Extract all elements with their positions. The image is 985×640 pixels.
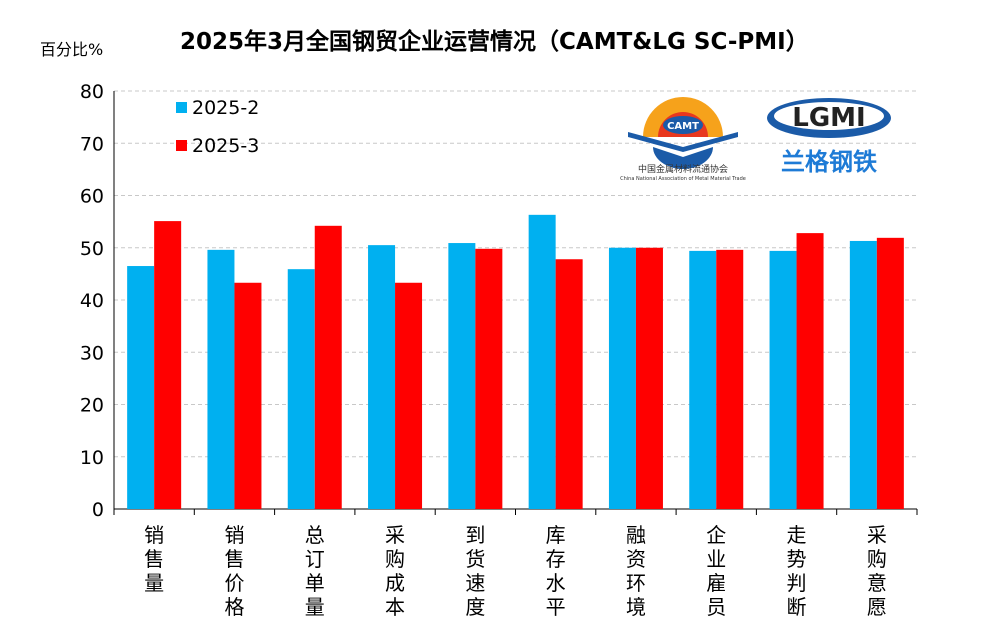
x-tick-label: 货 <box>465 547 485 571</box>
bar-2025-2 <box>608 247 636 509</box>
x-tick-label: 水 <box>546 571 566 595</box>
svg-text:CAMT: CAMT <box>667 121 699 132</box>
bar-2025-3 <box>635 247 663 509</box>
bar-2025-2 <box>368 245 396 509</box>
bar-2025-2 <box>849 240 877 509</box>
x-tick-label: 到 <box>465 523 485 547</box>
x-tick-label: 意 <box>867 571 887 595</box>
x-tick-label: 价 <box>224 571 244 595</box>
x-tick-label: 度 <box>465 595 485 619</box>
bar-2025-2 <box>287 269 315 509</box>
x-tick-label: 员 <box>706 595 726 619</box>
y-tick-label: 70 <box>80 133 104 155</box>
chart-title: 2025年3月全国钢贸企业运营情况（CAMT&LG SC-PMI） <box>180 29 809 55</box>
x-tick-label: 库 <box>546 523 566 547</box>
bar-2025-3 <box>234 282 262 509</box>
bar-2025-3 <box>314 225 342 509</box>
x-tick-label: 成 <box>385 571 405 595</box>
x-tick-label: 判 <box>787 571 807 595</box>
y-tick-label: 80 <box>80 81 104 103</box>
x-tick-label: 业 <box>706 547 726 571</box>
x-tick-label: 走 <box>787 523 807 547</box>
x-tick-label: 销 <box>144 523 164 547</box>
x-tick-label: 愿 <box>867 595 887 619</box>
x-tick-label: 格 <box>224 595 244 619</box>
x-tick-label: 雇 <box>706 571 726 595</box>
x-tick-label: 量 <box>144 571 164 595</box>
svg-text:中国金属材料流通协会: 中国金属材料流通协会 <box>638 163 728 175</box>
bar-2025-3 <box>796 233 824 509</box>
lgmi-logo: LGMI 兰格钢铁 <box>767 98 891 176</box>
x-tick-label: 采 <box>867 523 887 547</box>
legend-label: 2025-2 <box>192 97 259 119</box>
x-tick-label: 采 <box>385 523 405 547</box>
x-tick-label: 本 <box>385 595 405 619</box>
y-tick-label: 50 <box>80 238 104 260</box>
x-tick-label: 购 <box>385 547 405 571</box>
x-tick-label: 断 <box>787 595 807 619</box>
bar-2025-3 <box>154 221 182 510</box>
svg-text:兰格钢铁: 兰格钢铁 <box>781 148 877 176</box>
y-tick-label: 0 <box>92 499 104 521</box>
svg-text:China National Association of: China National Association of Metal Mate… <box>620 176 746 182</box>
bar-2025-2 <box>528 214 556 509</box>
x-tick-label: 订 <box>305 547 325 571</box>
x-tick-label: 资 <box>626 547 646 571</box>
bar-2025-3 <box>555 259 583 509</box>
bar-2025-2 <box>448 243 476 510</box>
bar-2025-3 <box>876 237 904 509</box>
x-tick-label: 速 <box>465 571 485 595</box>
x-tick-label: 境 <box>626 595 646 619</box>
x-tick-label: 售 <box>144 547 164 571</box>
bar-2025-2 <box>689 250 717 509</box>
x-tick-label: 融 <box>626 523 646 547</box>
legend-swatch <box>176 140 187 151</box>
x-tick-label: 平 <box>546 595 566 619</box>
x-tick-label: 环 <box>626 571 646 595</box>
legend-swatch <box>176 102 187 113</box>
y-tick-label: 60 <box>80 186 104 208</box>
y-tick-label: 20 <box>80 395 104 417</box>
svg-text:LGMI: LGMI <box>792 103 865 133</box>
y-tick-label: 40 <box>80 290 104 312</box>
y-axis-label: 百分比% <box>40 40 104 59</box>
camt-logo: CAMT 中国金属材料流通协会 China National Associati… <box>620 97 746 182</box>
x-tick-label: 存 <box>546 547 566 571</box>
x-tick-label: 量 <box>305 595 325 619</box>
x-tick-label: 总 <box>305 523 325 547</box>
x-tick-label: 购 <box>867 547 887 571</box>
bar-2025-3 <box>475 248 503 510</box>
bar-2025-2 <box>127 266 155 509</box>
x-tick-label: 销 <box>224 523 244 547</box>
legend-label: 2025-3 <box>192 135 259 157</box>
bar-2025-3 <box>716 249 744 509</box>
y-tick-label: 10 <box>80 447 104 469</box>
y-tick-label: 30 <box>80 342 104 364</box>
bar-2025-2 <box>207 249 235 509</box>
bar-2025-2 <box>769 250 797 509</box>
x-tick-label: 势 <box>787 547 807 571</box>
x-tick-label: 企 <box>706 523 726 547</box>
x-tick-label: 单 <box>305 571 325 595</box>
x-tick-label: 售 <box>224 547 244 571</box>
bar-2025-3 <box>395 282 423 509</box>
